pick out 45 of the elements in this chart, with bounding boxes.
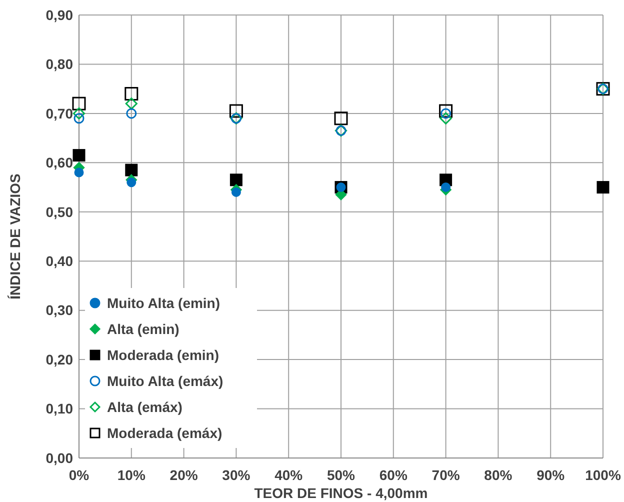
y-tick-label: 0,20 — [46, 351, 74, 368]
legend-label: Moderada (emin) — [107, 346, 220, 363]
x-tick-label: 10% — [117, 467, 146, 483]
y-axis-title: ÍNDICE DE VAZIOS — [7, 174, 23, 300]
legend-label: Moderada (emáx) — [107, 424, 222, 441]
y-tick-label: 0,30 — [46, 302, 74, 318]
y-tick-label: 0,80 — [46, 56, 74, 72]
point — [596, 181, 610, 194]
point — [126, 178, 136, 188]
y-tick-label: 0,60 — [46, 154, 74, 171]
point — [124, 87, 138, 101]
point — [439, 104, 453, 118]
x-tick-label: 70% — [432, 467, 460, 483]
point — [440, 112, 452, 124]
x-tick-label: 50% — [326, 467, 356, 483]
x-tick-label: 90% — [536, 467, 566, 483]
y-tick-label: 0,70 — [46, 105, 74, 122]
x-tick-label: 0% — [68, 467, 90, 483]
x-axis-title: TEOR DE FINOS - 4,00mm — [254, 485, 428, 501]
x-tick-label: 80% — [484, 467, 513, 483]
x-tick-label: 30% — [222, 467, 251, 483]
legend-label: Alta (emáx) — [107, 398, 182, 415]
point — [72, 96, 86, 110]
legend-label: Muito Alta (emáx) — [107, 372, 224, 389]
legend-label: Alta (emin) — [107, 320, 180, 337]
point — [441, 182, 451, 192]
x-tick-label: 20% — [170, 467, 198, 483]
point — [125, 98, 138, 110]
x-tick-label: 60% — [379, 467, 408, 483]
legend-label: Muito Alta (emin) — [107, 294, 220, 311]
point — [229, 104, 243, 118]
point — [72, 149, 86, 162]
point — [334, 112, 348, 126]
y-tick-label: 0,40 — [46, 253, 74, 270]
point — [72, 107, 86, 120]
y-tick-label: 0,10 — [46, 400, 74, 417]
y-tick-label: 0,50 — [46, 204, 74, 220]
point — [125, 164, 138, 176]
x-tick-label: 40% — [274, 467, 304, 483]
point — [230, 174, 242, 186]
point — [74, 168, 84, 178]
point — [231, 187, 241, 197]
y-tick-label: 0,00 — [46, 450, 74, 466]
x-tick-label: 100% — [585, 467, 622, 483]
y-tick-label: 0,90 — [46, 6, 74, 23]
